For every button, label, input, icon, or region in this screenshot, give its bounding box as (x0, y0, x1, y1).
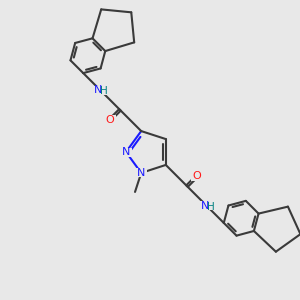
Text: N: N (137, 168, 146, 178)
Bar (121, 148, 131, 157)
Text: N: N (201, 201, 209, 211)
Text: N: N (122, 147, 130, 157)
Text: H: H (207, 202, 215, 212)
Text: N: N (94, 85, 102, 95)
Text: H: H (100, 86, 108, 96)
Bar (200, 201, 216, 210)
Bar (93, 85, 109, 94)
Text: O: O (106, 115, 115, 125)
Bar (191, 172, 203, 181)
Text: O: O (193, 171, 201, 181)
Bar (105, 115, 116, 124)
Bar (136, 168, 147, 177)
